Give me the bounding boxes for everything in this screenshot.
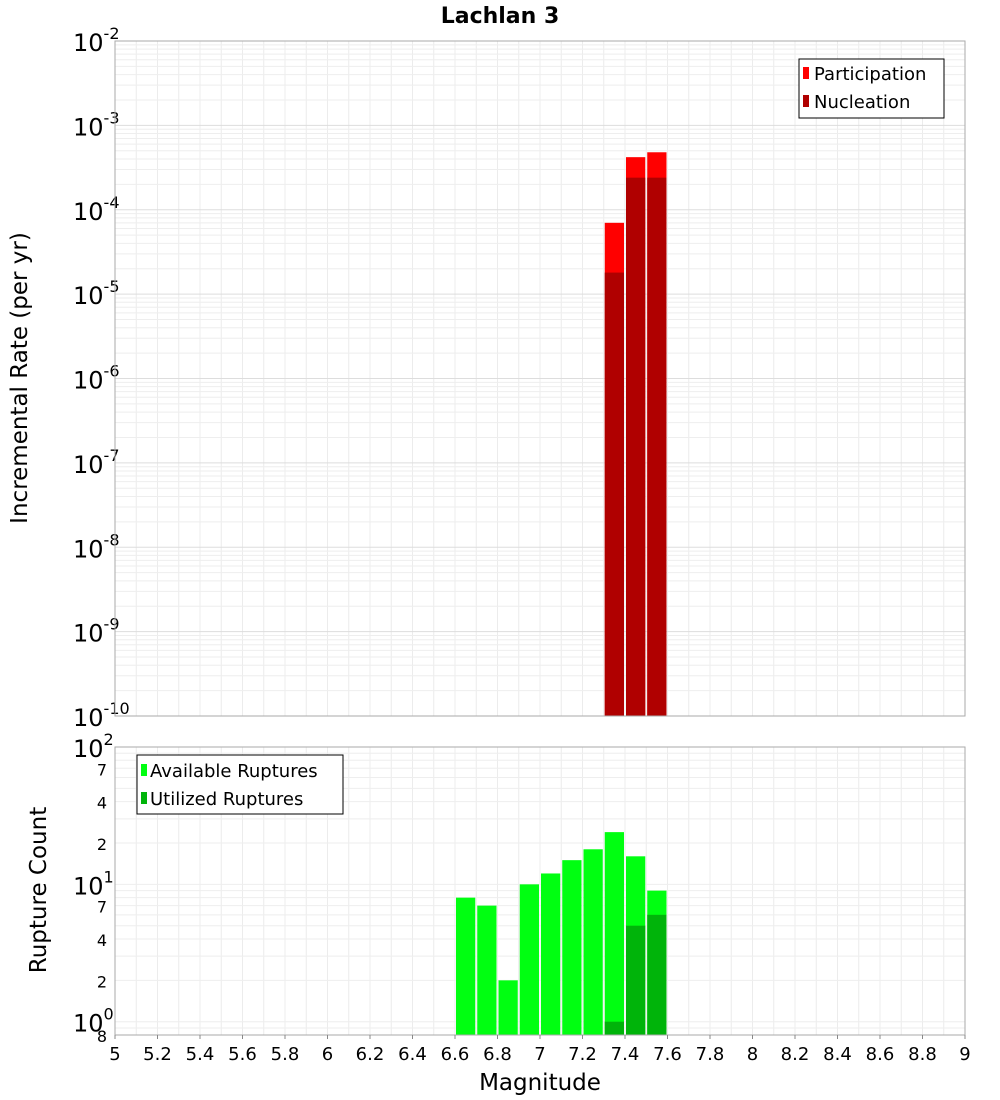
bottom-bar-available-ruptures <box>541 873 561 1035</box>
top-legend-box <box>798 58 945 119</box>
top-y-tick-label: 10-3 <box>73 108 120 141</box>
top-y-axis-label: Incremental Rate (per yr) <box>7 232 33 524</box>
x-tick-label: 7.8 <box>696 1044 725 1065</box>
top-y-tick-label: 10-10 <box>73 699 130 732</box>
x-tick-label: 6.4 <box>398 1044 427 1065</box>
bottom-bar-available-ruptures <box>583 849 603 1035</box>
bottom-y-tick-label: 7 <box>97 898 107 917</box>
top-legend: Participation Nucleation <box>798 58 945 119</box>
top-y-tick-label: 10-4 <box>73 193 120 226</box>
legend-swatch-utilized <box>141 792 147 804</box>
x-tick-label: 5 <box>109 1044 120 1065</box>
bottom-legend-box <box>136 754 344 815</box>
legend-label-utilized: Utilized Ruptures <box>150 789 303 810</box>
chart-title: Lachlan 3 <box>441 4 560 29</box>
x-tick-label: 5.8 <box>271 1044 300 1065</box>
bottom-y-tick-label: 2 <box>97 835 107 854</box>
bottom-y-tick-label: 101 <box>73 867 114 900</box>
bottom-bar-utilized-ruptures <box>626 925 646 1035</box>
bottom-y-tick-label: 102 <box>73 730 114 763</box>
top-bar-nucleation <box>647 177 667 716</box>
x-tick-label: 7.2 <box>568 1044 597 1065</box>
x-tick-label: 6 <box>322 1044 333 1065</box>
x-tick-label: 7.6 <box>653 1044 682 1065</box>
x-tick-label: 5.4 <box>186 1044 215 1065</box>
x-tick-label: 8.2 <box>781 1044 810 1065</box>
x-tick-label: 8.6 <box>866 1044 895 1065</box>
bottom-y-tick-label: 4 <box>97 794 107 813</box>
top-grid <box>114 41 966 717</box>
bottom-y-tick-label: 2 <box>97 972 107 991</box>
top-y-tick-label: 10-8 <box>73 530 120 563</box>
top-bar-nucleation <box>604 272 624 716</box>
x-ticks: 5 5.2 5.4 5.6 5.8 6 6.2 6.4 6.6 6.8 7 7.2 7.4 7.6 7.8 8… <box>109 1035 971 1065</box>
bottom-bar-available-ruptures <box>604 832 624 1035</box>
x-tick-label: 8 <box>747 1044 758 1065</box>
bottom-bar-available-ruptures <box>562 860 582 1035</box>
x-tick-label: 6.2 <box>356 1044 385 1065</box>
top-y-tick-label: 10-2 <box>73 24 120 57</box>
bottom-bar-utilized-ruptures <box>647 914 667 1035</box>
legend-label-available: Available Ruptures <box>150 761 318 782</box>
top-plot-frame <box>114 40 966 717</box>
x-tick-label: 9 <box>959 1044 970 1065</box>
legend-swatch-participation <box>803 67 809 79</box>
top-y-tick-label: 10-5 <box>73 277 120 310</box>
bottom-y-tick-label: 4 <box>97 931 107 950</box>
top-bar-nucleation <box>626 177 646 716</box>
legend-swatch-nucleation <box>803 95 809 107</box>
legend-swatch-available <box>141 764 147 776</box>
top-y-ticks: 10-2 10-3 10-4 10-5 10-6 10-7 10-8 10-9 10-10 <box>73 24 130 732</box>
bottom-bar-utilized-ruptures <box>604 1021 624 1035</box>
x-tick-label: 5.6 <box>228 1044 257 1065</box>
x-tick-label: 7.4 <box>611 1044 640 1065</box>
x-tick-label: 6.6 <box>441 1044 470 1065</box>
bottom-bar-available-ruptures <box>456 897 476 1035</box>
x-tick-label: 5.2 <box>143 1044 172 1065</box>
bottom-y-tick-label: 100 <box>73 1005 114 1038</box>
bottom-legend: Available Ruptures Utilized Ruptures <box>136 754 344 815</box>
legend-label-nucleation: Nucleation <box>814 92 910 113</box>
top-y-tick-label: 10-7 <box>73 446 120 479</box>
bottom-bar-available-ruptures <box>477 905 497 1035</box>
legend-label-participation: Participation <box>814 64 926 85</box>
x-tick-label: 8.8 <box>908 1044 937 1065</box>
bottom-y-tick-label: 7 <box>97 760 107 779</box>
bottom-bar-available-ruptures <box>519 884 539 1035</box>
top-y-tick-label: 10-6 <box>73 362 120 395</box>
bottom-bars <box>456 832 667 1035</box>
bottom-y-tick-label: 8 <box>97 1027 107 1046</box>
x-tick-label: 8.4 <box>823 1044 852 1065</box>
bottom-y-axis-label: Rupture Count <box>26 807 52 973</box>
top-bars <box>604 152 667 717</box>
bottom-bar-available-ruptures <box>498 980 518 1035</box>
x-axis-label: Magnitude <box>479 1070 601 1096</box>
x-tick-label: 7 <box>534 1044 545 1065</box>
top-y-tick-label: 10-9 <box>73 615 120 648</box>
x-tick-label: 6.8 <box>483 1044 512 1065</box>
